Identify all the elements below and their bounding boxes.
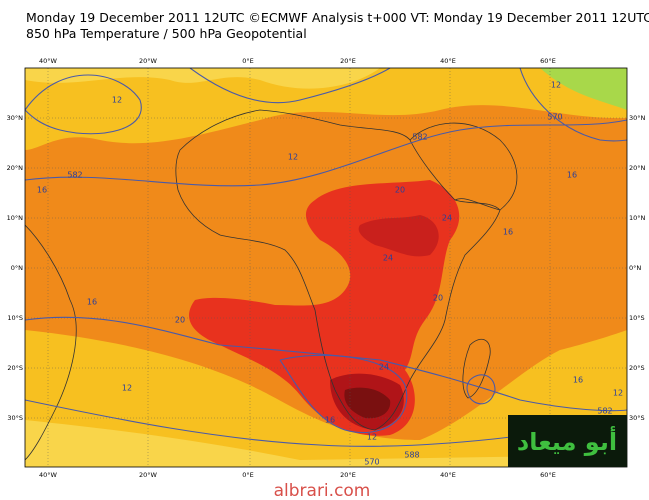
contour-label: 16 — [567, 171, 577, 180]
contour-label: 582 — [67, 171, 82, 180]
latitude-label: 20°S — [7, 364, 23, 372]
logo-box — [508, 415, 627, 467]
longitude-label: 0°E — [242, 57, 254, 65]
contour-label: 24 — [442, 214, 452, 223]
contour-label: 12 — [112, 96, 122, 105]
warm-yellow-north — [25, 68, 627, 150]
latitude-label: 10°S — [629, 314, 645, 322]
contour-labels: 12 582 16 12 582 20 24 24 20 16 20 24 12… — [37, 81, 623, 467]
longitude-label: 40°W — [39, 57, 58, 65]
longitude-label: 40°E — [440, 57, 456, 65]
axis-labels: 40°W 40°W 20°W 20°W 0°E 0°E 20°E 20°E 40°E 40°E 60… — [7, 57, 646, 479]
longitude-label: 20°W — [139, 57, 158, 65]
latitude-label: 10°S — [7, 314, 23, 322]
contour-label: 582 — [597, 407, 612, 416]
latitude-label: 30°N — [7, 114, 24, 122]
warm-yellow-south — [25, 330, 627, 467]
latitude-label: 20°N — [629, 164, 646, 172]
coastline — [175, 109, 501, 431]
latitude-label: 0°N — [629, 264, 641, 272]
latitude-label: 0°N — [11, 264, 23, 272]
latitude-label: 30°S — [7, 414, 23, 422]
contour — [189, 68, 391, 104]
contour-label: 16 — [87, 298, 97, 307]
contour-label: 16 — [37, 186, 47, 195]
contour-label: 24 — [383, 254, 393, 263]
title-line-1: Monday 19 December 2011 12UTC ©ECMWF Ana… — [26, 10, 649, 25]
latitude-label: 20°S — [629, 364, 645, 372]
latitude-label: 20°N — [7, 164, 24, 172]
contour-label: 570 — [547, 113, 562, 122]
contour — [25, 316, 627, 412]
contour — [25, 74, 142, 135]
site-url: albrari.com — [274, 481, 371, 500]
arabia — [409, 122, 518, 211]
contour-label: 24 — [379, 363, 389, 372]
longitude-label: 20°E — [340, 471, 356, 479]
cool-north — [25, 68, 380, 89]
longitude-label: 40°E — [440, 471, 456, 479]
watermark: أبو ميعاد albrari.com — [274, 415, 627, 500]
very-hot-region — [358, 215, 439, 257]
contour-label: 12 — [613, 389, 623, 398]
logo-text: أبو ميعاد — [517, 426, 617, 456]
longitude-label: 20°W — [139, 471, 158, 479]
contour-label: 16 — [573, 376, 583, 385]
longitude-label: 40°W — [39, 471, 58, 479]
contour-label: 20 — [395, 186, 405, 195]
contour-label: 16 — [503, 228, 513, 237]
madagascar — [462, 338, 491, 399]
south-america — [25, 224, 77, 461]
contour — [279, 354, 408, 434]
contour-label: 20 — [433, 294, 443, 303]
contour-label: 12 — [367, 433, 377, 442]
latitude-label: 10°N — [629, 214, 646, 222]
contour-label: 570 — [364, 458, 379, 467]
longitude-label: 60°E — [540, 57, 556, 65]
map-frame — [24, 67, 628, 468]
contour-label: 582 — [412, 133, 427, 142]
longitude-label: 60°E — [540, 471, 556, 479]
map: 12 582 16 12 582 20 24 24 20 16 20 24 12… — [7, 57, 646, 479]
latitude-label: 30°N — [629, 114, 646, 122]
contour — [519, 68, 627, 142]
contour — [466, 374, 496, 405]
hottest-core — [344, 387, 391, 419]
title-line-2: 850 hPa Temperature / 500 hPa Geopotenti… — [26, 26, 307, 41]
contour-label: 16 — [325, 416, 335, 425]
latitude-label: 10°N — [7, 214, 24, 222]
contour-label: 588 — [404, 451, 419, 460]
contour-label: 20 — [175, 316, 185, 325]
contour-label: 12 — [551, 81, 561, 90]
contour — [25, 119, 627, 187]
contour-label: 12 — [288, 153, 298, 162]
longitude-label: 20°E — [340, 57, 356, 65]
latitude-label: 30°S — [629, 414, 645, 422]
contour-label: 12 — [122, 384, 132, 393]
cold-northeast — [540, 68, 627, 110]
longitude-label: 0°E — [242, 471, 254, 479]
cool-south — [25, 420, 627, 467]
